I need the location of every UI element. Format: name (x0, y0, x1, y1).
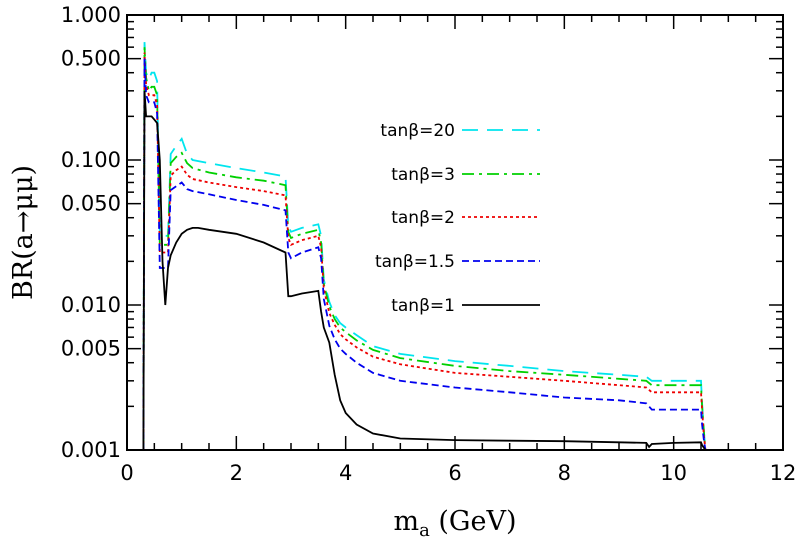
legend-label-1: tanβ=3 (391, 165, 455, 185)
x-axis-title-unit: (GeV) (430, 506, 517, 537)
y-tick-label: 1.000 (61, 3, 121, 27)
y-tick-label: 0.001 (61, 438, 121, 462)
x-tick-label: 2 (230, 461, 243, 485)
series-line-2 (142, 52, 707, 450)
x-tick-label: 12 (770, 461, 797, 485)
ticks-layer: 0 2 4 6 8 10 12 0.001 0.005 0.010 0.050 0.100 0.500 1… (61, 3, 796, 485)
legend-label-0: tanβ=20 (380, 121, 455, 141)
x-axis-title-main: m (393, 506, 419, 537)
y-tick-label: 0.050 (61, 192, 121, 216)
y-axis-title: BR(a→μμ) (8, 165, 39, 300)
series-line-4 (142, 90, 707, 450)
series-layer (142, 42, 707, 450)
x-tick-label: 4 (339, 461, 352, 485)
x-tick-label: 6 (448, 461, 461, 485)
legend-label-4: tanβ=1 (391, 296, 455, 316)
x-tick-label: 8 (558, 461, 571, 485)
legend-label-2: tanβ=2 (391, 208, 455, 228)
y-tick-label: 0.500 (61, 47, 121, 71)
x-axis-title: ma (GeV) (393, 506, 516, 540)
y-tick-label: 0.100 (61, 148, 121, 172)
series-line-1 (142, 47, 707, 450)
x-tick-label: 10 (660, 461, 687, 485)
y-tick-label: 0.005 (61, 337, 121, 361)
series-line-3 (142, 58, 707, 450)
x-tick-label: 0 (120, 461, 133, 485)
series-line-0 (142, 42, 707, 450)
legend: tanβ=20 tanβ=3 tanβ=2 tanβ=1.5 tanβ=1 (375, 121, 540, 316)
legend-label-3: tanβ=1.5 (375, 252, 455, 272)
x-axis-title-sub: a (419, 520, 430, 540)
y-tick-label: 0.010 (61, 293, 121, 317)
